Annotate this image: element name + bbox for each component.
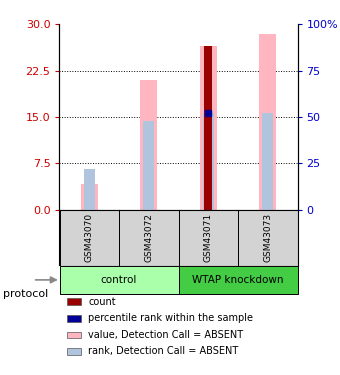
Bar — [200, 46, 217, 210]
Bar — [67, 298, 81, 305]
Text: value, Detection Call = ABSENT: value, Detection Call = ABSENT — [88, 330, 243, 340]
Bar — [203, 113, 214, 210]
Bar — [178, 210, 238, 266]
Bar — [259, 34, 276, 210]
Text: GSM43071: GSM43071 — [204, 213, 213, 262]
Bar — [59, 210, 119, 266]
Bar — [84, 169, 95, 210]
Bar — [119, 210, 178, 266]
Text: count: count — [88, 297, 116, 307]
Bar — [67, 315, 81, 322]
Text: protocol: protocol — [3, 290, 49, 299]
Bar — [59, 266, 178, 294]
Bar — [262, 113, 273, 210]
Bar — [143, 121, 154, 210]
Text: percentile rank within the sample: percentile rank within the sample — [88, 313, 253, 323]
Bar — [204, 46, 212, 210]
Bar — [140, 80, 157, 210]
Text: rank, Detection Call = ABSENT: rank, Detection Call = ABSENT — [88, 346, 238, 356]
Text: GSM43070: GSM43070 — [85, 213, 94, 262]
Text: WTAP knockdown: WTAP knockdown — [192, 275, 284, 285]
Bar — [81, 184, 98, 210]
Text: GSM43073: GSM43073 — [263, 213, 272, 262]
Bar — [67, 348, 81, 355]
Text: control: control — [101, 275, 137, 285]
Bar — [238, 210, 298, 266]
Bar — [67, 332, 81, 338]
Bar — [178, 266, 298, 294]
Text: GSM43072: GSM43072 — [144, 213, 153, 262]
